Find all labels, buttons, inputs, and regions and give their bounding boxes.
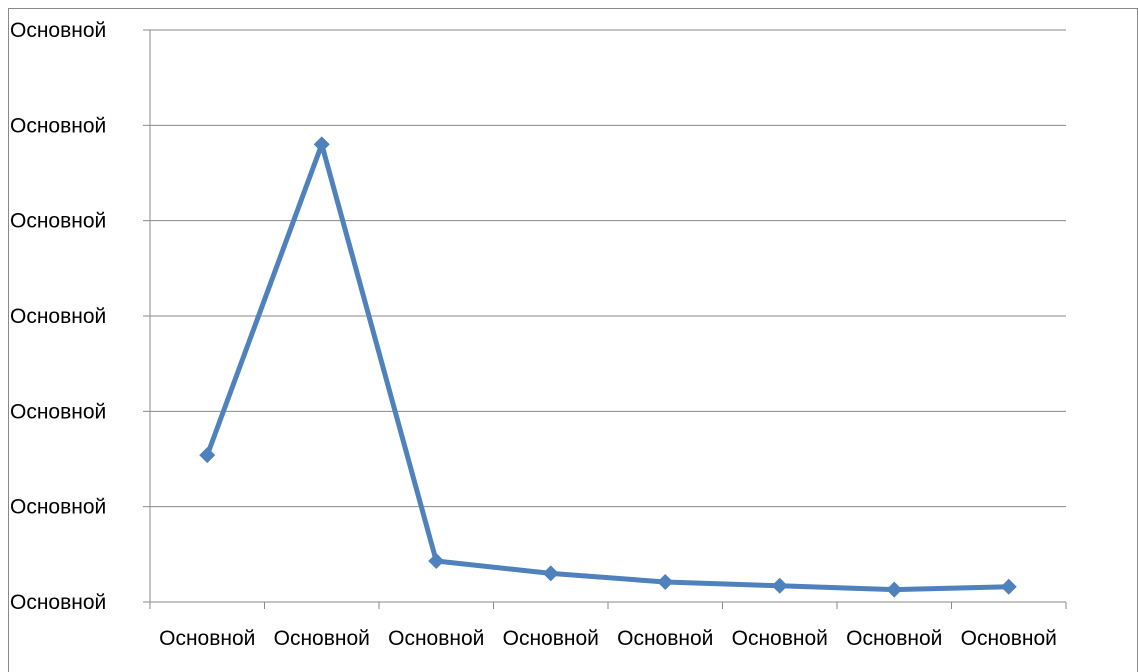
- y-tick-label: Основной: [10, 591, 106, 614]
- y-tick-label: Основной: [10, 400, 106, 423]
- x-tick-label: Основной: [274, 627, 370, 650]
- y-tick-label: Основной: [10, 210, 106, 233]
- y-tick-label: Основной: [10, 496, 106, 519]
- x-tick-label: Основной: [961, 627, 1057, 650]
- x-tick-label: Основной: [732, 627, 828, 650]
- data-point-marker: [542, 565, 559, 582]
- x-tick-label: Основной: [159, 627, 255, 650]
- data-point-marker: [1000, 578, 1017, 595]
- gridlines: [150, 29, 1066, 508]
- y-tick-label: Основной: [10, 114, 106, 137]
- y-tick-label: Основной: [10, 19, 106, 42]
- x-tick-label: Основной: [503, 627, 599, 650]
- y-tick-labels: Основной Основной Основной Основной Основной…: [10, 19, 106, 614]
- data-point-marker: [886, 581, 903, 598]
- y-tick-label: Основной: [10, 305, 106, 328]
- x-tick-label: Основной: [388, 627, 484, 650]
- chart-frame: [8, 8, 1138, 672]
- x-tick-label: Основной: [846, 627, 942, 650]
- axes: [143, 29, 1067, 609]
- data-point-marker: [657, 573, 674, 590]
- x-tick-labels: Основной Основной Основной Основной Основной…: [159, 627, 1057, 650]
- series-line: [204, 141, 1012, 593]
- x-tick-label: Основной: [617, 627, 713, 650]
- data-point-marker: [428, 553, 445, 570]
- data-point-marker: [199, 447, 216, 464]
- series: [199, 136, 1017, 598]
- data-point-marker: [771, 577, 788, 594]
- data-point-marker: [313, 136, 330, 153]
